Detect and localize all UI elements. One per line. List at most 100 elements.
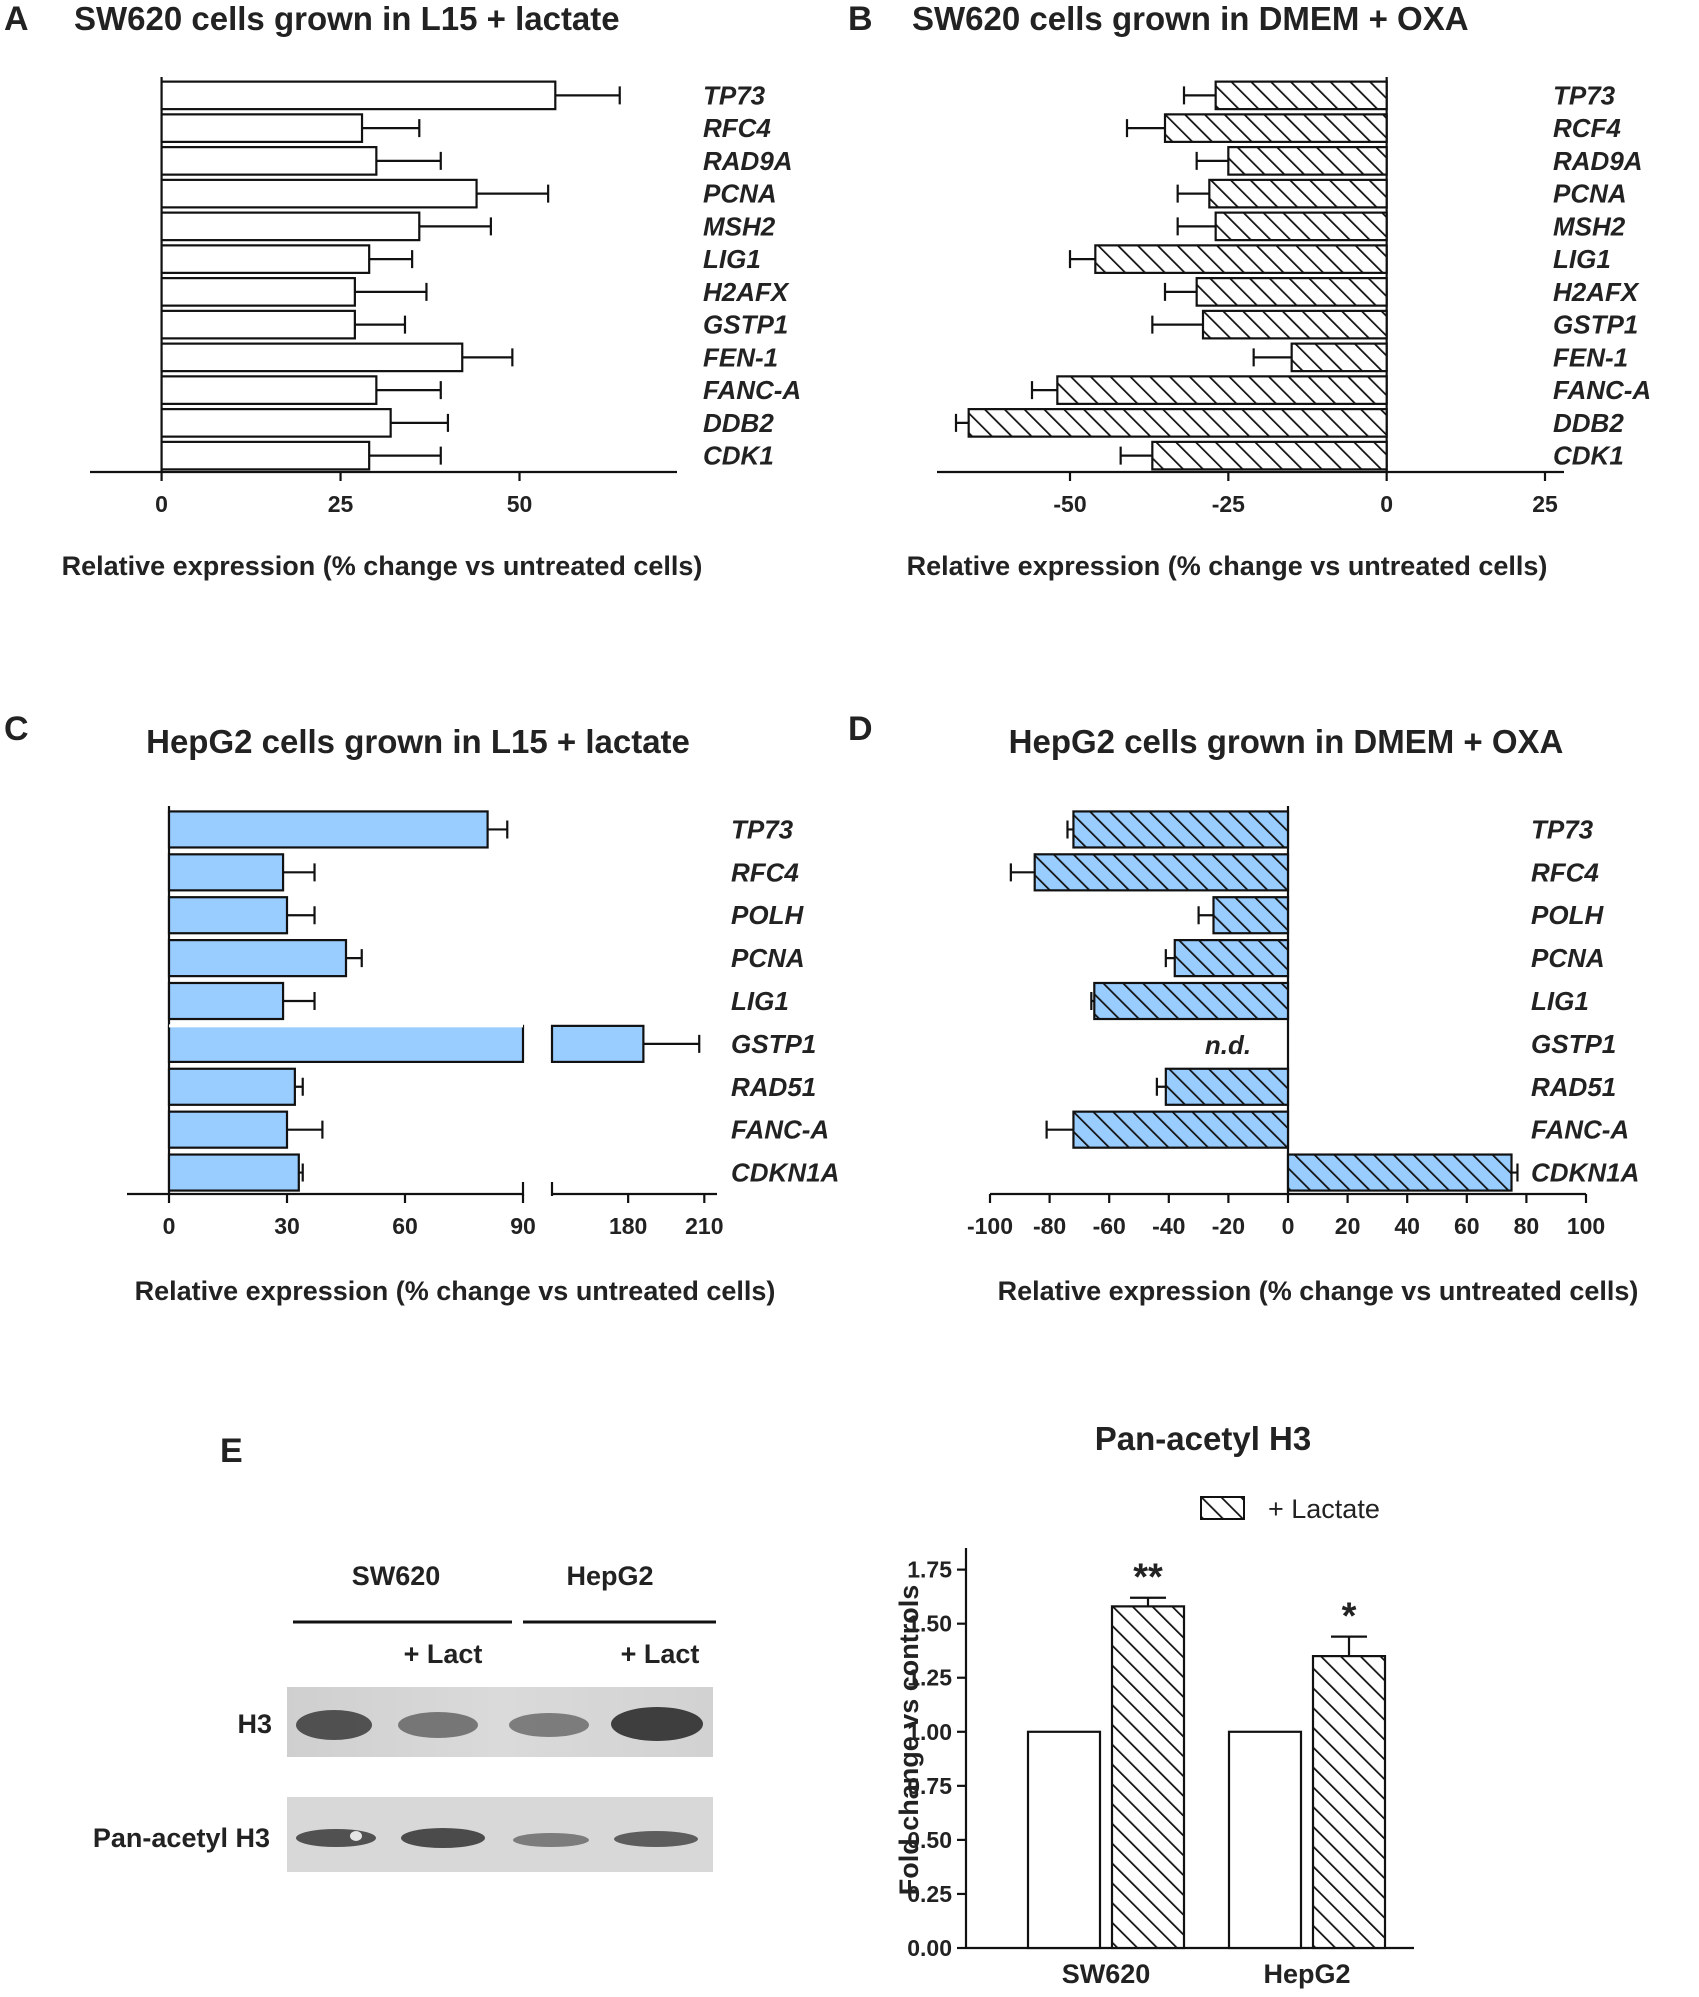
panel-a-category-rfc4: RFC4: [703, 113, 771, 143]
panel-e-significance-hepg2: *: [1342, 1596, 1357, 1638]
panel-a-bar-msh2: [160, 211, 421, 242]
blot-group-hepg2: HepG2: [566, 1561, 653, 1591]
panel-b-bar-ddb2: [967, 408, 1388, 438]
panel-c-error-tp73: [487, 820, 509, 839]
panel-c-x-tick-label: 0: [163, 1213, 176, 1239]
panel-c-bar-gstp1-lower: [167, 1024, 525, 1064]
panel-c-error-rfc4: [283, 863, 316, 882]
blot-lane-label-2: + Lact: [404, 1639, 483, 1669]
panel-label-e: E: [220, 1432, 243, 1470]
panel-e-bar-sw620-0: [1026, 1730, 1102, 1950]
panel-b-error-tp73: [1182, 86, 1216, 105]
panel-b-x-tick-label: -25: [1212, 491, 1245, 517]
panel-a-title: SW620 cells grown in L15 + lactate: [74, 0, 620, 37]
panel-d-title: HepG2 cells grown in DMEM + OXA: [1009, 723, 1564, 760]
panel-a-error-tp73: [555, 86, 621, 105]
panel-d-x-tick-label: 0: [1282, 1213, 1295, 1239]
panel-b-error-fen-1: [1252, 348, 1292, 367]
panel-d-category-pcna: PCNA: [1531, 943, 1605, 973]
panel-e-y-tick-label: 0.50: [907, 1827, 952, 1853]
panel-c-x-tick-label: 30: [274, 1213, 300, 1239]
panel-d-error-tp73: [1066, 820, 1074, 839]
panel-b-error-pcna: [1176, 184, 1210, 203]
panel-b-category-lig1: LIG1: [1553, 244, 1611, 274]
blot-band-ac-3: [513, 1833, 589, 1847]
panel-c-x-tick-label: 180: [609, 1213, 647, 1239]
panel-a-category-ddb2: DDB2: [703, 408, 774, 438]
panel-c-category-lig1: LIG1: [731, 986, 789, 1016]
panel-b-bar-rcf4: [1163, 113, 1388, 143]
panel-c-bar-pcna: [167, 938, 348, 978]
panel-d-x-tick-label: -40: [1152, 1213, 1185, 1239]
panel-d-category-rfc4: RFC4: [1531, 857, 1599, 887]
panel-d-chart: -100 -80 -60 -40 -20 0 20 40 60 80 100 TP73 RFC4 POLH…: [967, 806, 1639, 1239]
panel-c-error-polh: [287, 906, 316, 925]
panel-d-bar-lig1: [1093, 981, 1290, 1021]
panel-e-title: Pan-acetyl H3: [1095, 1420, 1311, 1457]
panel-a-category-msh2: MSH2: [703, 211, 776, 241]
blot-row-label-acetyl: Pan-acetyl H3: [93, 1823, 270, 1853]
panel-c-bar-rad51: [167, 1067, 296, 1106]
panel-a-bar-tp73: [160, 80, 557, 111]
panel-c-x-tick-label: 60: [392, 1213, 418, 1239]
panel-b-bar-msh2: [1214, 211, 1388, 242]
panel-c-category-pcna: PCNA: [731, 943, 805, 973]
panel-d-error-polh: [1197, 906, 1214, 925]
panel-b-category-fen-1: FEN-1: [1553, 342, 1628, 372]
panel-d-category-fanc-a: FANC-A: [1531, 1115, 1629, 1145]
panel-e-y-tick-label: 1.00: [907, 1719, 952, 1745]
blot-band-h3-3: [509, 1713, 589, 1737]
panel-d-error-rfc4: [1009, 863, 1035, 882]
panel-b-category-tp73: TP73: [1553, 80, 1616, 110]
panel-a-category-fen-1: FEN-1: [703, 342, 778, 372]
panel-e-bar-hepg2-0: [1227, 1730, 1303, 1950]
panel-b-error-lig1: [1068, 250, 1096, 269]
panel-e-error-sw620-1: [1130, 1596, 1166, 1607]
panel-b-xlabel: Relative expression (% change vs untreat…: [907, 551, 1548, 581]
panel-a-x-tick-label: 50: [507, 491, 533, 517]
panel-d-error-rad51: [1155, 1077, 1166, 1096]
panel-c-category-rfc4: RFC4: [731, 857, 799, 887]
panel-d-x-tick-label: 60: [1454, 1213, 1480, 1239]
panel-b-error-rcf4: [1125, 119, 1165, 138]
panel-c-category-tp73: TP73: [731, 814, 794, 844]
panel-a-category-tp73: TP73: [703, 80, 766, 110]
panel-d-x-tick-label: 40: [1394, 1213, 1420, 1239]
panel-b-bar-lig1: [1094, 244, 1388, 274]
panel-c-error-pcna: [346, 949, 363, 968]
panel-b-error-gstp1: [1151, 315, 1203, 334]
panel-d-bar-polh: [1212, 896, 1290, 935]
panel-b-error-ddb2: [954, 413, 969, 432]
panel-label-c: C: [4, 710, 29, 748]
panel-d-x-tick-label: -60: [1093, 1213, 1126, 1239]
panel-b-error-rad9a: [1195, 151, 1229, 170]
panel-b-x-tick-label: 0: [1380, 491, 1393, 517]
panel-b-x-tick-label: -50: [1053, 491, 1086, 517]
blot-band-h3-1: [296, 1710, 372, 1740]
panel-b-category-h2afx: H2AFX: [1553, 277, 1640, 307]
panel-c-bar-lig1: [167, 981, 285, 1021]
panel-b-bar-fanc-a: [1056, 375, 1388, 405]
panel-c-category-gstp1: GSTP1: [731, 1029, 816, 1059]
panel-c-category-cdkn1a: CDKN1A: [731, 1158, 839, 1188]
panel-d-x-tick-label: -80: [1033, 1213, 1066, 1239]
panel-a-bar-rad9a: [160, 146, 378, 176]
panel-label-a: A: [4, 0, 29, 38]
panel-c-chart: 0 30 60 90 180 210 TP73 RFC4 POLH PCNA LIG1 GSTP1 RA…: [127, 806, 839, 1239]
panel-b-category-fanc-a: FANC-A: [1553, 375, 1651, 405]
panel-c-error-fanc-a: [287, 1120, 324, 1139]
panel-b-category-pcna: PCNA: [1553, 179, 1627, 209]
panel-b-category-gstp1: GSTP1: [1553, 310, 1638, 340]
panel-c-xlabel: Relative expression (% change vs untreat…: [135, 1276, 776, 1306]
panel-c-category-fanc-a: FANC-A: [731, 1115, 829, 1145]
blot-band-ac-2: [401, 1828, 485, 1848]
blot-lane-label-4: + Lact: [621, 1639, 700, 1669]
panel-d-category-gstp1: GSTP1: [1531, 1029, 1616, 1059]
panel-b-chart: -50 -25 0 25 TP73RCF4RAD9APCNAMSH2LIG1H2AFXG…: [937, 77, 1651, 517]
panel-a-bar-fen-1: [160, 342, 464, 373]
panel-a-x-tick-label: 25: [328, 491, 354, 517]
panel-a-bar-ddb2: [160, 408, 392, 438]
panel-a-error-rad9a: [376, 151, 442, 170]
panel-a-error-cdk1: [369, 446, 442, 465]
